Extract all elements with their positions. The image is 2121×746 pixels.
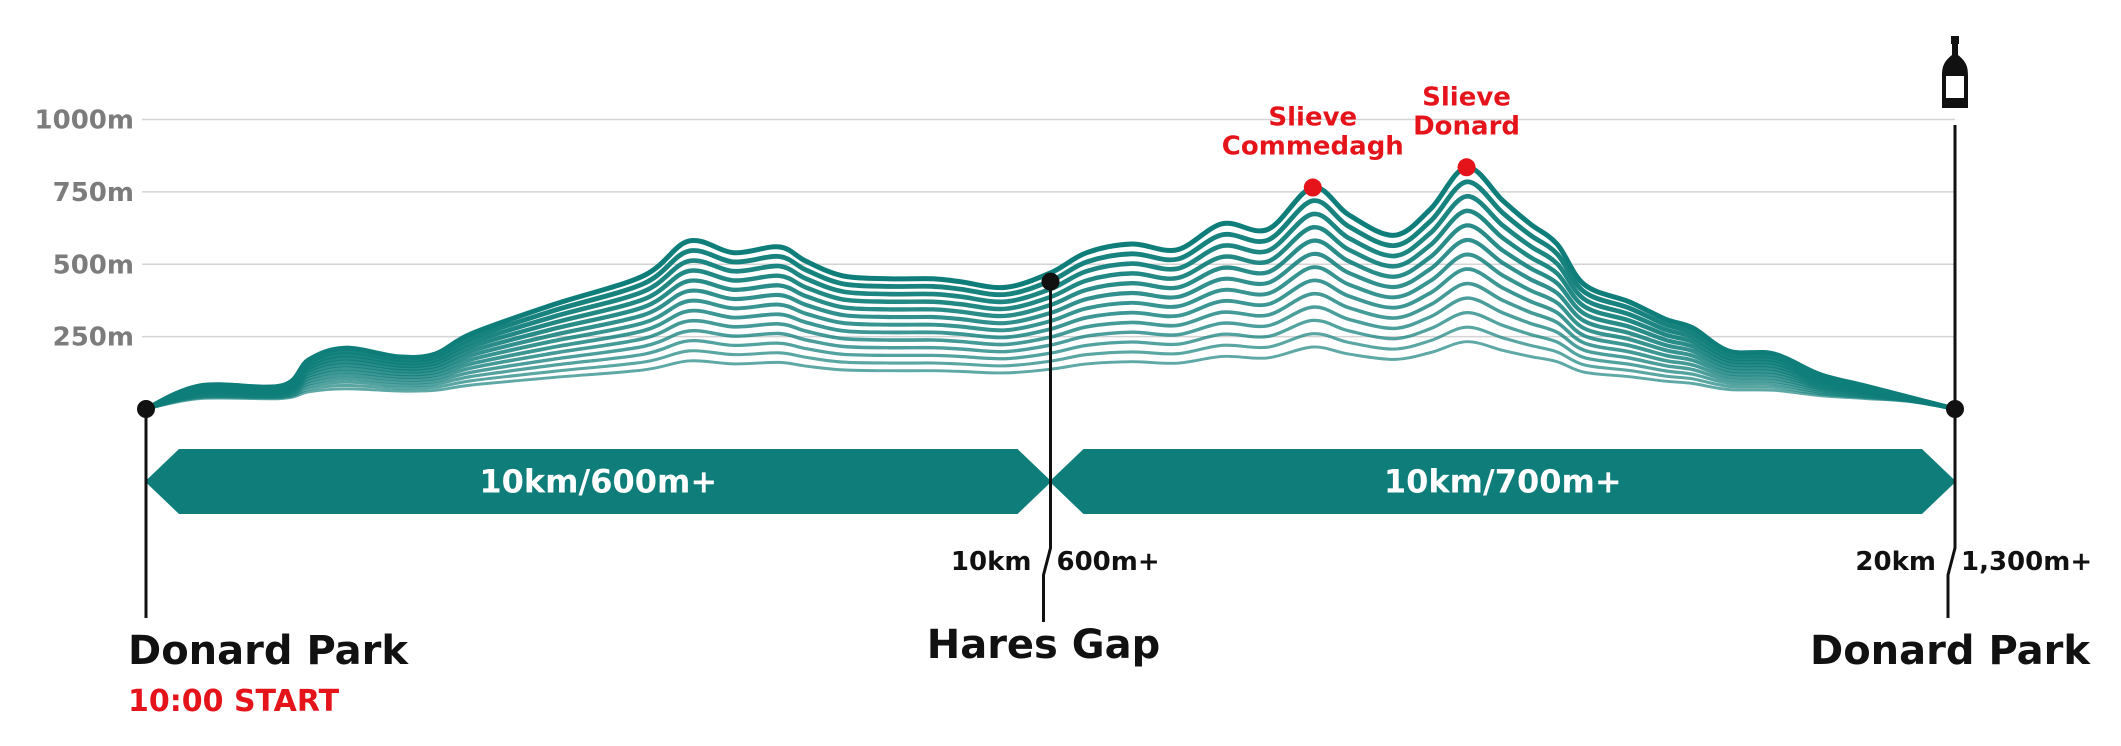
y-tick-label: 250m xyxy=(53,323,134,353)
waypoint-dot xyxy=(1041,272,1060,291)
elevation-contour-line xyxy=(143,223,1958,412)
elevation-contour-line xyxy=(144,325,1957,411)
elevation-contour-line xyxy=(143,237,1958,412)
peak-marker xyxy=(1303,178,1322,197)
elevation-contour-line xyxy=(144,267,1957,411)
elevation-contour-line xyxy=(143,193,1958,412)
segment-banner xyxy=(145,449,1052,514)
peak-label: Slieve Commedagh xyxy=(1222,103,1404,162)
start-time-label: 10:00 START xyxy=(128,684,340,719)
elevation-contour-line xyxy=(144,310,1957,411)
peak-marker xyxy=(1457,158,1476,177)
elevation-contour-line xyxy=(143,208,1958,412)
peak-label-line: Slieve xyxy=(1422,82,1511,112)
place-name-start: Donard Park xyxy=(128,628,409,674)
waypoint-dot xyxy=(137,400,155,418)
y-tick-label: 750m xyxy=(53,178,134,208)
waypoint-stem xyxy=(1042,281,1052,622)
route-markers xyxy=(137,36,1968,622)
peak-label-line: Donard xyxy=(1413,111,1520,141)
peak-label: Slieve Donard xyxy=(1413,82,1520,141)
peak-label-line: Commedagh xyxy=(1222,132,1404,162)
elevation-contour-line xyxy=(144,252,1957,411)
peak-label-line: Slieve xyxy=(1268,103,1357,133)
segment-banner xyxy=(1049,449,1956,514)
elevation-profile xyxy=(143,164,1958,412)
checkpoint-distance: 20km xyxy=(1855,547,1936,577)
elevation-contour-line xyxy=(144,296,1957,411)
elevation-contour-line xyxy=(144,281,1957,411)
waypoint-stem xyxy=(1946,409,1957,618)
elevation-contour-line xyxy=(143,179,1958,412)
checkpoint-distance: 10km xyxy=(951,547,1032,577)
bottle-label-patch xyxy=(1946,76,1964,98)
place-name-finish: Donard Park xyxy=(1810,628,2091,674)
waypoint-dot xyxy=(1946,400,1964,418)
segment-banners: 10km/600m+ 10km/700m+ xyxy=(145,449,1956,514)
segment-label: 10km/700m+ xyxy=(1384,463,1622,501)
checkpoint-ascent: 1,300m+ xyxy=(1961,547,2092,577)
elevation-contour-line xyxy=(144,340,1957,411)
y-tick-label: 1000m xyxy=(35,106,134,136)
place-name-midpoint: Hares Gap xyxy=(927,622,1161,668)
checkpoint-ascent: 600m+ xyxy=(1057,547,1160,577)
segment-label: 10km/600m+ xyxy=(479,463,717,501)
y-tick-label: 500m xyxy=(53,250,134,280)
y-axis-ticks: 250m 500m 750m 1000m xyxy=(35,106,134,353)
elevation-contour-line xyxy=(143,164,1958,412)
